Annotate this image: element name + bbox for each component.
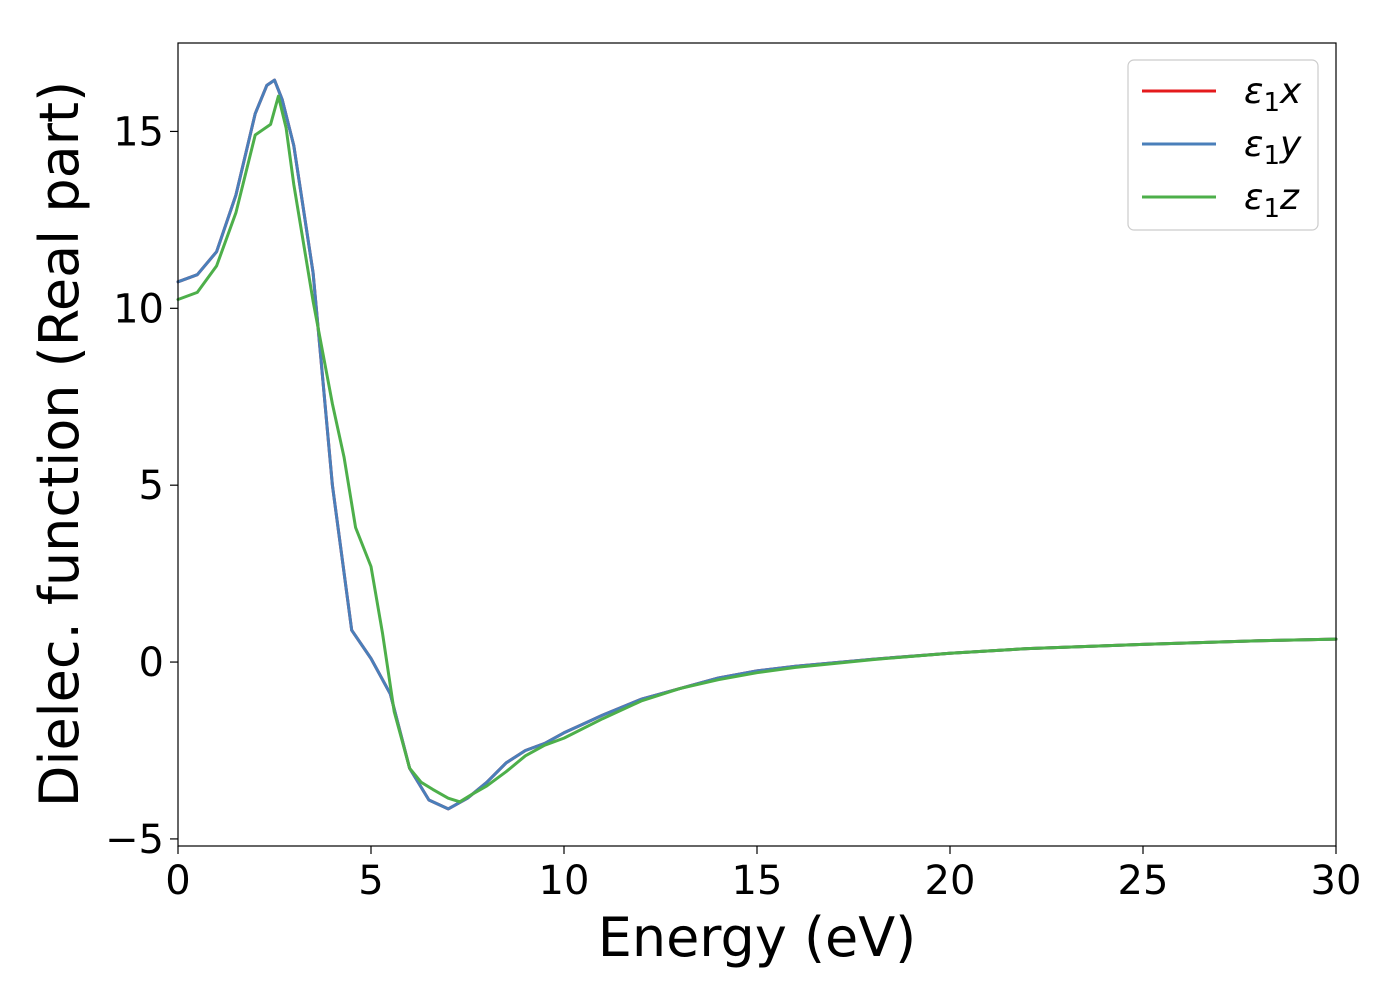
x-tick-label: 20	[925, 858, 976, 904]
legend-label-x: ε1x	[1244, 71, 1302, 118]
y-axis-label: Dielec. function (Real part)	[28, 81, 91, 807]
y-tick-label: 5	[139, 463, 164, 509]
x-axis-ticks: 0 5 10 15 20 25 30	[165, 846, 1361, 904]
legend: ε1x ε1y ε1z	[1127, 59, 1319, 231]
y-axis-ticks: −5 0 5 10 15	[105, 109, 178, 863]
x-axis-label: Energy (eV)	[598, 906, 917, 969]
x-tick-label: 5	[358, 858, 383, 904]
series-line-z	[176, 94, 1338, 804]
x-tick-label: 25	[1118, 858, 1169, 904]
y-tick-label: −5	[105, 817, 164, 863]
legend-label-y: ε1y	[1244, 124, 1302, 171]
y-tick-label: 10	[113, 286, 164, 332]
series-layer	[176, 78, 1338, 811]
legend-box	[1127, 59, 1319, 231]
x-tick-label: 15	[732, 858, 783, 904]
x-tick-label: 30	[1311, 858, 1362, 904]
x-tick-label: 10	[539, 858, 590, 904]
x-tick-label: 0	[165, 858, 190, 904]
y-tick-label: 0	[139, 640, 164, 686]
y-tick-label: 15	[113, 109, 164, 155]
legend-label-z: ε1z	[1244, 177, 1300, 224]
